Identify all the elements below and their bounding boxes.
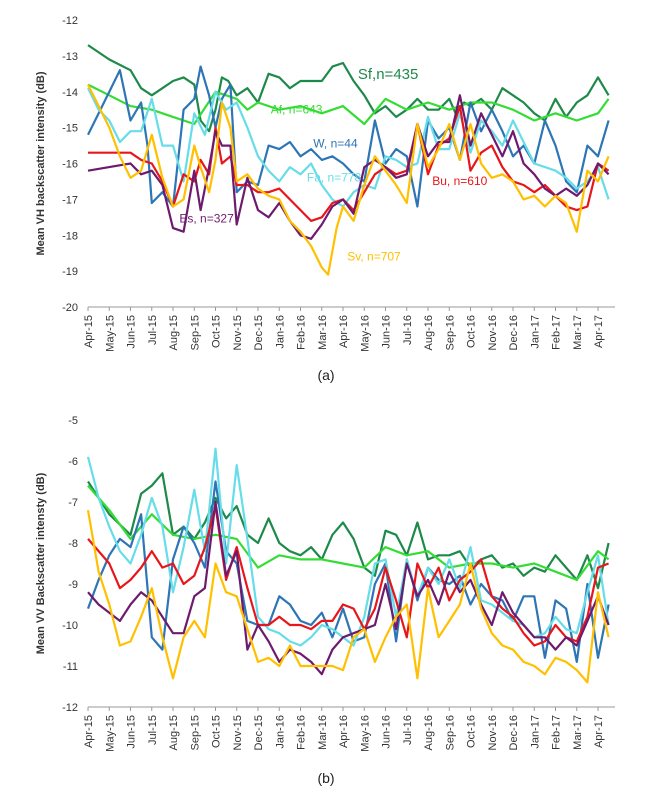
y-tick-label: -12 bbox=[62, 702, 78, 714]
x-tick-label: Nov-15 bbox=[232, 715, 244, 750]
x-tick-label: May-16 bbox=[359, 315, 371, 352]
y-tick-label: -12 bbox=[62, 15, 78, 27]
x-tick-label: May-15 bbox=[104, 315, 116, 352]
series-annotation: Bu, n=610 bbox=[432, 174, 487, 188]
x-tick-label: Jun-16 bbox=[381, 715, 393, 749]
series-line-1 bbox=[87, 83, 610, 126]
y-tick-label: -5 bbox=[68, 415, 78, 427]
caption-a: (a) bbox=[317, 367, 335, 383]
series-line-6 bbox=[87, 84, 610, 276]
x-tick-label: Sep-16 bbox=[444, 315, 456, 350]
series-annotation: W, n=44 bbox=[313, 136, 358, 150]
x-tick-label: Jan-17 bbox=[529, 315, 541, 349]
x-tick-label: Dec-16 bbox=[508, 315, 520, 350]
x-tick-label: Jan-16 bbox=[274, 715, 286, 749]
y-tick-label: -14 bbox=[62, 87, 78, 99]
y-tick-label: -7 bbox=[68, 497, 78, 509]
x-tick-label: Jul-16 bbox=[402, 315, 414, 345]
panel-a: -12 -13 -14 -15 -16 -17 -18 -19 -20 Apr-15 May-15 J… bbox=[0, 0, 651, 390]
series-annotation: Af, n=643 bbox=[271, 102, 323, 116]
x-tick-label: Dec-16 bbox=[508, 715, 520, 750]
y-tick-label: -18 bbox=[62, 230, 78, 242]
y-tick-label: -11 bbox=[63, 661, 78, 673]
x-tick-label: Aug-16 bbox=[423, 715, 435, 750]
x-tick-label: Apr-16 bbox=[338, 315, 350, 348]
x-tick-label: Apr-16 bbox=[338, 715, 350, 748]
vh-chart: -12 -13 -14 -15 -16 -17 -18 -19 -20 Apr-15 May-15 J… bbox=[35, 15, 615, 352]
panel-b: -5 -6 -7 -8 -9 -10 -11 -12 Apr-15 May-15 Jun-15 Jul… bbox=[0, 400, 651, 790]
y-axis-label: Mean VV Backscatter intensty (dB) bbox=[35, 472, 47, 654]
x-tick-label: Apr-17 bbox=[593, 715, 605, 748]
y-tick-label: -8 bbox=[68, 538, 78, 550]
x-tick-label: Feb-16 bbox=[296, 315, 308, 350]
x-tick-label: Apr-15 bbox=[83, 715, 95, 748]
x-tick-label: Jun-15 bbox=[126, 715, 138, 749]
x-tick-label: Jan-17 bbox=[529, 715, 541, 749]
y-axis-label: Mean VH backscatter intensity (dB) bbox=[35, 71, 47, 255]
series-line-0 bbox=[87, 44, 610, 133]
y-tick-label: -6 bbox=[68, 456, 78, 468]
series-line-5 bbox=[87, 500, 610, 676]
caption-b: (b) bbox=[317, 770, 335, 786]
series-annotation: Sf,n=435 bbox=[358, 66, 418, 83]
x-tick-label: Nov-16 bbox=[487, 715, 499, 750]
y-tick-label: -20 bbox=[62, 302, 78, 314]
x-tick-label: Dec-15 bbox=[253, 715, 265, 750]
x-tick-label: Oct-16 bbox=[466, 715, 478, 748]
series-line-0 bbox=[87, 472, 610, 590]
x-tick-label: Aug-15 bbox=[168, 315, 180, 350]
x-tick-label: Mar-16 bbox=[317, 715, 329, 750]
x-tick-label: Nov-16 bbox=[487, 315, 499, 350]
y-tick-label: -15 bbox=[62, 123, 78, 135]
x-tick-label: Sep-15 bbox=[189, 315, 201, 350]
x-tick-label: May-15 bbox=[104, 715, 116, 752]
x-tick-label: Oct-16 bbox=[466, 315, 478, 348]
x-tick-label: Jun-16 bbox=[381, 315, 393, 349]
x-tick-label: Jul-15 bbox=[147, 715, 159, 745]
series-line-2 bbox=[86, 480, 610, 663]
y-tick-label: -17 bbox=[62, 194, 78, 206]
series-annotation: Fa, n=778 bbox=[307, 170, 362, 184]
x-tick-label: Feb-17 bbox=[551, 315, 563, 350]
x-tick-label: Feb-16 bbox=[296, 715, 308, 750]
series-annotation: Sv, n=707 bbox=[347, 249, 401, 263]
x-tick-label: Jun-15 bbox=[126, 315, 138, 349]
x-tick-label: Sep-16 bbox=[444, 715, 456, 750]
x-tick-label: Jul-16 bbox=[402, 715, 414, 745]
y-tick-label: -13 bbox=[62, 51, 78, 63]
y-tick-label: -16 bbox=[62, 159, 78, 171]
x-tick-label: Mar-17 bbox=[572, 315, 584, 350]
series-annotation: Es, n=327 bbox=[179, 212, 234, 226]
vv-chart: -5 -6 -7 -8 -9 -10 -11 -12 Apr-15 May-15 Jun-15 Jul… bbox=[35, 415, 615, 752]
x-tick-label: Dec-15 bbox=[253, 315, 265, 350]
series-line-6 bbox=[86, 510, 610, 684]
x-tick-label: Apr-15 bbox=[83, 315, 95, 348]
x-tick-label: May-16 bbox=[359, 715, 371, 752]
x-tick-label: Aug-15 bbox=[168, 715, 180, 750]
series-line-3 bbox=[87, 87, 610, 208]
x-tick-label: Nov-15 bbox=[232, 315, 244, 350]
x-tick-label: Mar-16 bbox=[317, 315, 329, 350]
x-tick-label: Apr-17 bbox=[593, 315, 605, 348]
series-line-2 bbox=[87, 65, 610, 208]
x-tick-label: Jan-16 bbox=[274, 315, 286, 349]
series-line-4 bbox=[87, 504, 609, 647]
y-tick-label: -9 bbox=[68, 579, 78, 591]
x-tick-label: Mar-17 bbox=[572, 715, 584, 750]
x-tick-label: Sep-15 bbox=[189, 715, 201, 750]
x-tick-label: Oct-15 bbox=[211, 715, 223, 748]
series-line-5 bbox=[87, 94, 610, 240]
y-tick-label: -19 bbox=[62, 266, 78, 278]
y-tick-label: -10 bbox=[62, 620, 78, 632]
x-tick-label: Feb-17 bbox=[551, 715, 563, 750]
x-tick-label: Oct-15 bbox=[211, 315, 223, 348]
series-line-1 bbox=[87, 484, 610, 581]
x-tick-label: Jul-15 bbox=[147, 315, 159, 345]
x-tick-label: Aug-16 bbox=[423, 315, 435, 350]
